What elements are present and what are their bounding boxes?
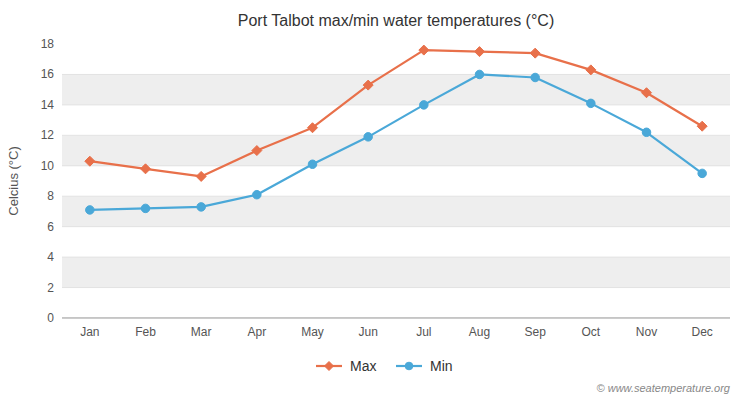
legend: Max Min	[316, 358, 453, 374]
series-marker	[141, 164, 151, 174]
series-marker	[530, 48, 540, 58]
grid-band	[62, 196, 730, 226]
series-marker	[642, 88, 652, 98]
x-axis-line	[62, 318, 730, 319]
series-marker	[586, 65, 596, 75]
y-tick-label: 4	[47, 250, 54, 264]
series-marker	[587, 99, 596, 108]
series-marker	[531, 73, 540, 82]
x-tick-label: Jan	[80, 325, 99, 339]
grid-line	[62, 257, 730, 258]
legend-label: Max	[350, 358, 376, 374]
grid-line	[62, 318, 730, 319]
y-tick-label: 10	[41, 159, 55, 173]
y-tick-label: 0	[47, 311, 54, 325]
x-tick-label: Apr	[247, 325, 266, 339]
grid-line	[62, 165, 730, 166]
y-tick-label: 18	[41, 37, 55, 51]
y-tick-label: 2	[47, 281, 54, 295]
x-tick-label: Jun	[358, 325, 377, 339]
x-tick-label: Oct	[581, 325, 600, 339]
series-marker	[196, 171, 206, 181]
series-marker	[86, 206, 95, 215]
grid-band	[62, 257, 730, 287]
series-marker	[475, 47, 485, 57]
series-marker	[197, 203, 206, 212]
y-tick-label: 6	[47, 220, 54, 234]
grid-line	[62, 104, 730, 105]
series-marker	[419, 45, 429, 55]
series-marker	[364, 133, 373, 142]
series-marker	[420, 101, 429, 110]
title: Port Talbot max/min water temperatures (…	[238, 12, 554, 29]
legend-label: Min	[430, 358, 453, 374]
legend-marker	[325, 362, 334, 371]
series-marker	[141, 204, 150, 213]
series-marker	[363, 80, 373, 90]
x-tick-label: May	[301, 325, 324, 339]
series-marker	[308, 160, 317, 169]
series-marker	[698, 169, 707, 178]
x-tick-label: Mar	[191, 325, 212, 339]
grid-band	[62, 288, 730, 318]
series-marker	[252, 146, 262, 156]
x-tick-label: Feb	[135, 325, 156, 339]
y-axis-label: Celcius (°C)	[6, 146, 21, 215]
series-marker	[475, 70, 484, 79]
x-tick-label: Dec	[691, 325, 712, 339]
grid-line	[62, 287, 730, 288]
plot-area	[85, 45, 707, 214]
chart: Port Talbot max/min water temperatures (…	[0, 0, 750, 400]
x-tick-label: Jul	[416, 325, 431, 339]
series-marker	[308, 123, 318, 133]
series-marker	[85, 156, 95, 166]
y-tick-label: 14	[41, 98, 55, 112]
x-tick-label: Aug	[469, 325, 490, 339]
series-marker	[697, 121, 707, 131]
grid-line	[62, 196, 730, 197]
x-tick-label: Sep	[524, 325, 546, 339]
grid	[62, 44, 730, 318]
y-tick-label: 8	[47, 189, 54, 203]
grid-band	[62, 135, 730, 165]
y-tick-label: 16	[41, 67, 55, 81]
legend-marker	[405, 362, 413, 370]
y-tick-label: 12	[41, 128, 55, 142]
grid-band	[62, 227, 730, 257]
series-marker	[253, 190, 262, 199]
grid-band	[62, 44, 730, 74]
watermark: © www.seatemperature.org	[597, 382, 731, 394]
grid-line	[62, 74, 730, 75]
grid-band	[62, 74, 730, 104]
series-marker	[642, 128, 651, 137]
grid-line	[62, 226, 730, 227]
series-line	[90, 74, 702, 209]
grid-line	[62, 135, 730, 136]
x-tick-label: Nov	[636, 325, 657, 339]
